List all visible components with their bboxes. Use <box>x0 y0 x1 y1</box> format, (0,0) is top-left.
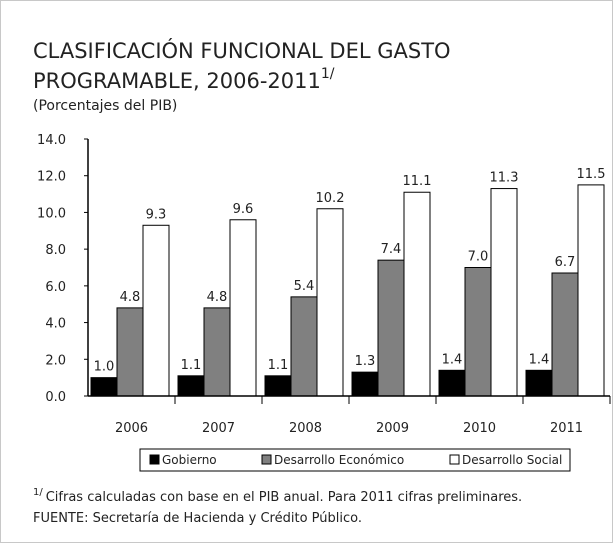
data-label: 1.1 <box>181 358 202 373</box>
data-label: 11.3 <box>490 171 519 186</box>
data-label: 5.4 <box>294 279 315 294</box>
data-label: 11.1 <box>403 174 432 189</box>
data-label: 9.6 <box>233 202 254 217</box>
y-tick-label: 12.0 <box>37 170 66 185</box>
bar <box>90 377 118 397</box>
data-label: 1.1 <box>268 358 289 373</box>
legend-box <box>139 448 571 472</box>
x-tick-label: 2009 <box>376 421 409 436</box>
chart-title: PROGRAMABLE, 2006-20111/ <box>33 66 335 93</box>
bar <box>377 259 405 397</box>
data-label: 4.8 <box>207 290 228 305</box>
bar <box>438 369 466 397</box>
footnote-marker: 1/ <box>33 487 43 498</box>
bar <box>464 267 492 397</box>
bar <box>316 208 344 397</box>
y-tick-label: 6.0 <box>45 280 66 295</box>
bar <box>264 375 292 397</box>
title-note: 1/ <box>321 66 335 82</box>
legend-label: Desarrollo Económico <box>274 453 404 467</box>
x-tick-label: 2007 <box>202 421 235 436</box>
y-tick-label: 2.0 <box>45 353 66 368</box>
y-tick-label: 10.0 <box>37 206 66 221</box>
legend-label: Gobierno <box>162 453 217 467</box>
bar <box>290 296 318 397</box>
footnote-text: Cifras calculadas con base en el PIB anu… <box>46 490 522 505</box>
footnote: 1/Cifras calculadas con base en el PIB a… <box>33 487 522 505</box>
bar <box>351 371 379 397</box>
bar <box>577 184 605 397</box>
data-label: 9.3 <box>146 207 167 222</box>
data-label: 1.4 <box>529 352 550 367</box>
data-label: 6.7 <box>555 255 576 270</box>
data-label: 7.0 <box>468 250 489 265</box>
legend-swatch <box>261 454 272 465</box>
bar <box>525 369 553 397</box>
x-tick-label: 2006 <box>115 421 148 436</box>
data-label: 7.4 <box>381 242 402 257</box>
bar <box>403 191 431 397</box>
chart-title: PROGRAMABLE, 2006-2011 <box>33 69 321 93</box>
x-tick-label: 2011 <box>550 421 583 436</box>
subtitle: (Porcentajes del PIB) <box>33 98 177 114</box>
legend-swatch <box>449 454 460 465</box>
y-tick-label: 4.0 <box>45 317 66 332</box>
source: FUENTE: Secretaría de Hacienda y Crédito… <box>33 511 362 526</box>
x-tick-label: 2010 <box>463 421 496 436</box>
bar <box>229 219 257 397</box>
legend-label: Desarrollo Social <box>462 453 562 467</box>
data-label: 4.8 <box>120 290 141 305</box>
bar <box>177 375 205 397</box>
legend-swatch <box>149 454 160 465</box>
bar <box>203 307 231 397</box>
y-tick-label: 8.0 <box>45 243 66 258</box>
bar <box>551 272 579 397</box>
y-tick-label: 14.0 <box>37 133 66 148</box>
data-label: 1.4 <box>442 352 463 367</box>
y-tick-label: 0.0 <box>45 390 66 405</box>
data-label: 10.2 <box>316 191 345 206</box>
data-label: 11.5 <box>577 167 606 182</box>
bar <box>490 188 518 397</box>
bar <box>116 307 144 397</box>
chart-title: CLASIFICACIÓN FUNCIONAL DEL GASTO <box>33 38 451 63</box>
x-tick-label: 2008 <box>289 421 322 436</box>
data-label: 1.3 <box>355 354 376 369</box>
bar <box>142 224 170 397</box>
data-label: 1.0 <box>94 360 115 375</box>
